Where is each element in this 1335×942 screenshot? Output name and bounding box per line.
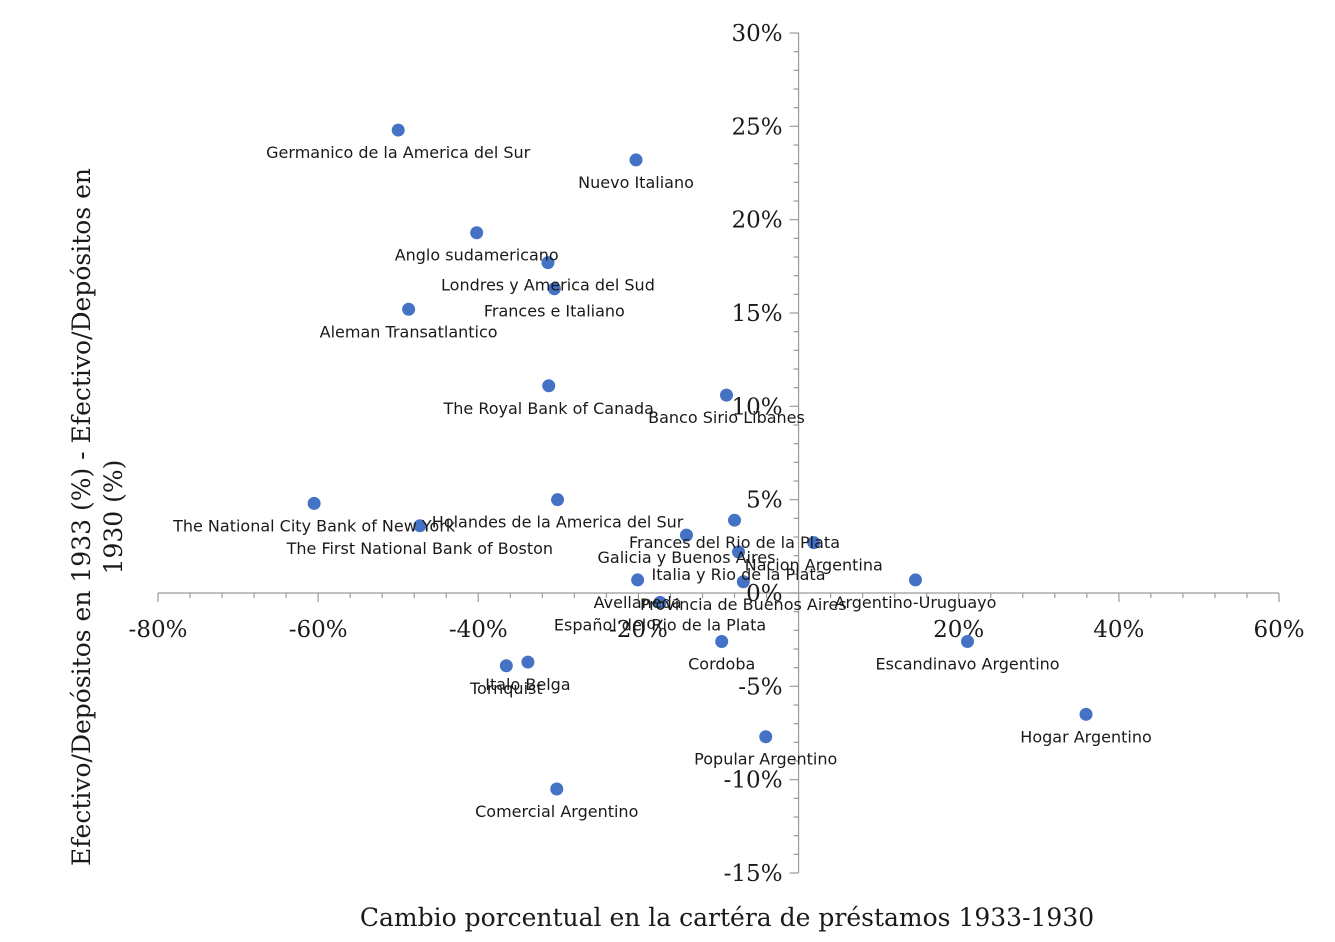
data-point-label: Popular Argentino [694, 750, 837, 769]
data-point-label: Escandinavo Argentino [875, 655, 1059, 674]
x-axis-ticks: -80% -60% -40% -20% 20% 40% 60% [129, 593, 1305, 643]
data-point-label: Argentino-Uruguayo [835, 593, 997, 612]
data-point-label: Italo Belga [485, 675, 570, 694]
data-point [542, 379, 556, 393]
data-point-label: Italia y Rio de la Plata [652, 565, 826, 584]
data-point-label: Español del Rio de la Plata [554, 615, 766, 634]
data-point [470, 226, 484, 240]
data-point-label: Avellaneda [594, 593, 682, 612]
y-tick-label: 5% [746, 488, 783, 514]
data-point [807, 536, 821, 550]
y-axis-title-line-2: 1930 (%) [99, 460, 128, 575]
data-point-label: Tornquist [469, 679, 543, 698]
data-point [732, 545, 746, 559]
y-tick-label: -15% [724, 861, 783, 887]
axes: -80% -60% -40% -20% 20% 40% 60% 30% 25% 20% 15% 10… [129, 21, 1305, 887]
y-tick-label: 20% [731, 208, 782, 234]
x-tick-label: -40% [449, 617, 508, 643]
data-point [679, 528, 693, 542]
data-point [551, 493, 565, 507]
data-point-label: Banco Sirio Libanes [648, 408, 805, 427]
data-point-label: Anglo sudamericano [395, 246, 559, 265]
data-point-label: Comercial Argentino [475, 802, 638, 821]
y-axis-title-group: Efectivo/Depósitos en 1933 (%) - Efectiv… [67, 168, 128, 866]
data-point-label: Holandes de la America del Sur [432, 513, 684, 532]
data-point [550, 782, 564, 796]
data-point-label: Nacion Argentina [745, 556, 883, 575]
y-tick-label: 10% [731, 394, 782, 420]
x-tick-label: -80% [129, 617, 188, 643]
x-tick-label: -20% [609, 617, 668, 643]
data-point [759, 730, 773, 744]
data-point [541, 256, 555, 270]
data-point-label: Frances del Rio de la Plata [629, 533, 840, 552]
data-point [631, 573, 645, 587]
data-point [961, 635, 975, 649]
data-labels: Germanico de la America del Sur Nuevo Ita… [172, 143, 1152, 821]
data-point-label: Aleman Transatlantico [320, 322, 498, 341]
data-point [908, 573, 922, 587]
data-point-label: Nuevo Italiano [578, 173, 694, 192]
y-tick-label: 25% [731, 114, 782, 140]
y-axis-ticks: 30% 25% 20% 15% 10% 5% -5% -10% -15% 0% [724, 21, 799, 887]
data-point-label: Galicia y Buenos Aires [598, 548, 776, 567]
x-tick-label: 20% [933, 617, 984, 643]
data-point [720, 388, 734, 402]
data-point [499, 659, 513, 673]
data-point-label: The First National Bank of Boston [286, 539, 553, 558]
data-point-label: Germanico de la America del Sur [266, 143, 531, 162]
data-point-label: Cordoba [688, 655, 755, 674]
y-tick-label: 15% [731, 301, 782, 327]
data-point [521, 655, 535, 669]
data-point-label: Hogar Argentino [1020, 727, 1151, 746]
x-axis-title: Cambio porcentual en la cartéra de prést… [360, 903, 1094, 932]
data-point [1079, 707, 1093, 721]
data-point [391, 123, 405, 137]
data-point-label: The Royal Bank of Canada [442, 399, 654, 418]
data-point-label: Provincia de Buenos Aires [640, 595, 847, 614]
x-tick-label: 60% [1253, 617, 1304, 643]
y-axis-title-line-1: Efectivo/Depósitos en 1933 (%) - Efectiv… [67, 168, 96, 866]
x-tick-label: 40% [1093, 617, 1144, 643]
y-tick-label: -5% [738, 674, 782, 700]
data-point [307, 496, 321, 510]
data-point [736, 575, 750, 589]
data-point [728, 513, 742, 527]
data-point-label: Frances e Italiano [484, 302, 625, 321]
data-point [653, 595, 667, 609]
data-points [307, 123, 1093, 796]
y-tick-label: 30% [731, 21, 782, 47]
data-point [629, 153, 643, 167]
data-point [547, 282, 561, 296]
data-point-label: The National City Bank of New York [172, 516, 456, 535]
data-point [715, 635, 729, 649]
y-tick-label: -10% [724, 768, 783, 794]
x-tick-label: -60% [289, 617, 348, 643]
origin-tick-label: 0% [746, 581, 783, 607]
data-point [402, 302, 416, 316]
data-point-label: Londres y America del Sud [441, 276, 655, 295]
data-point [413, 519, 427, 533]
